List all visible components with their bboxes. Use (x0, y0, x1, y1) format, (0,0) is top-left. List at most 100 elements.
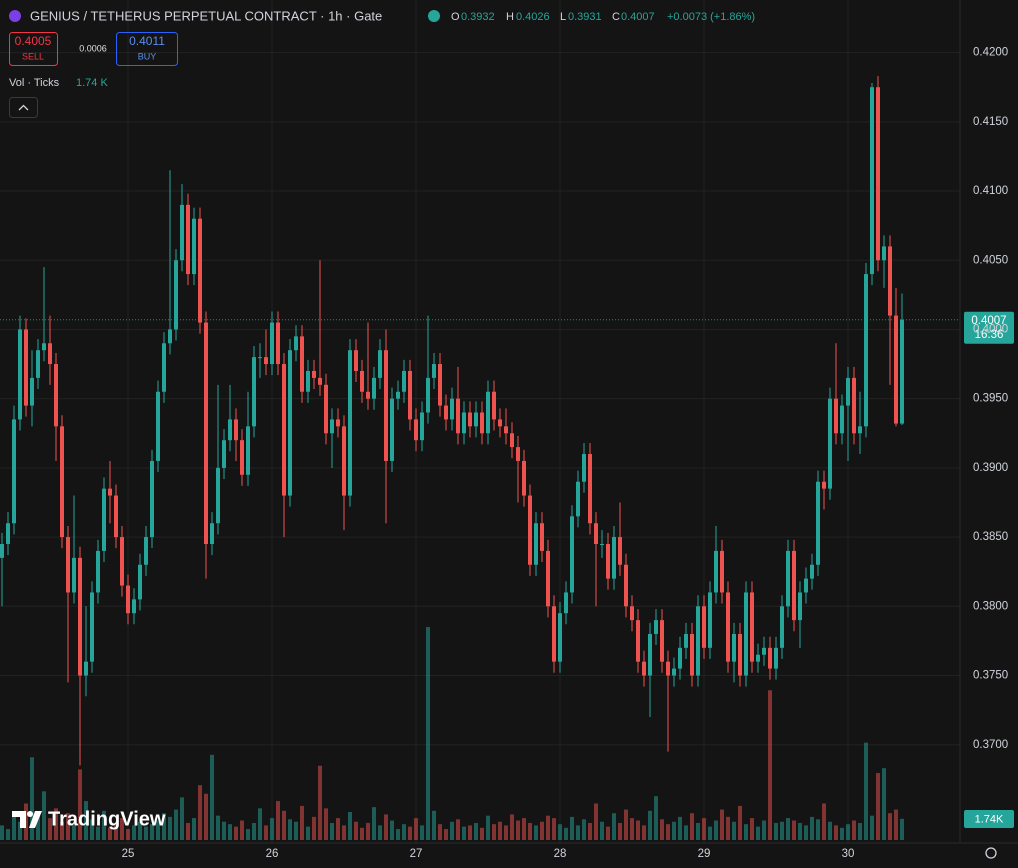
candle-body (42, 343, 46, 351)
candle-body (630, 606, 634, 621)
candle-body (834, 398, 838, 434)
buy-label: BUY (138, 51, 157, 61)
ohlc-key: H (506, 11, 514, 23)
last-price-marker: 0.4007 16:36 (964, 311, 1014, 344)
volume-bar (48, 818, 52, 840)
candle-body (768, 647, 772, 669)
volume-bar (744, 824, 748, 840)
volume-bar (462, 826, 466, 840)
volume-bar (762, 820, 766, 840)
volume-bar (564, 827, 568, 840)
candle-body (330, 419, 334, 434)
candle-body (522, 460, 526, 496)
candle-body (96, 550, 100, 593)
candle-body (36, 350, 40, 378)
candle-body (336, 419, 340, 427)
volume-bar (198, 785, 202, 840)
candle-body (846, 377, 850, 406)
volume-bar (864, 742, 868, 840)
candle-body (876, 87, 880, 261)
volume-bar (294, 821, 298, 840)
volume-bar (534, 825, 538, 840)
volume-bar (252, 822, 256, 840)
volume-bar (804, 825, 808, 840)
candle-body (570, 516, 574, 593)
symbol-icon (9, 10, 21, 22)
volume-bar (390, 820, 394, 840)
candle-body (24, 329, 28, 406)
volume-bar (588, 822, 592, 840)
candle-body (348, 350, 352, 496)
volume-bar (558, 824, 562, 840)
candle-body (342, 426, 346, 496)
volume-bar (240, 820, 244, 840)
ohlc-key: L (560, 11, 566, 23)
volume-bar (618, 822, 622, 840)
candle-body (120, 537, 124, 586)
x-tick-label: 28 (554, 848, 567, 860)
y-tick-label: 0.4050 (973, 254, 1008, 266)
volume-bar (576, 825, 580, 840)
volume-bar (684, 825, 688, 840)
candle-body (888, 246, 892, 316)
volume-bar (882, 768, 886, 840)
volume-bar (624, 809, 628, 840)
volume-bar (582, 819, 586, 840)
volume-bar (900, 818, 904, 840)
last-price-box (964, 311, 1014, 344)
volume-bar (822, 803, 826, 840)
candle-body (648, 633, 652, 676)
volume-bar (360, 827, 364, 840)
tradingview-logo: TradingView (12, 808, 166, 830)
volume-bar (438, 824, 442, 840)
collapse-icon (18, 104, 29, 111)
volume-bar (354, 821, 358, 840)
volume-bar (450, 821, 454, 840)
candle-body (654, 620, 658, 634)
volume-bar (138, 821, 142, 840)
logo-mark (29, 811, 42, 828)
candle-body (72, 557, 76, 593)
volume-bar (18, 821, 22, 840)
buy-button[interactable] (116, 32, 178, 66)
candle-body (60, 426, 64, 538)
candle-body (780, 606, 784, 648)
x-tick-label: 30 (842, 848, 855, 860)
volume-bar (774, 822, 778, 840)
candle-body (486, 391, 490, 434)
collapse-button[interactable] (9, 97, 38, 118)
candle-body (102, 488, 106, 551)
volume-bar (306, 826, 310, 840)
candle-body (288, 350, 292, 496)
candle-body (774, 647, 778, 669)
volume-bar (162, 813, 166, 840)
candle-body (108, 488, 112, 496)
candle-body (606, 544, 610, 579)
candle-body (186, 204, 190, 275)
volume-bar (876, 773, 880, 840)
sell-button[interactable] (9, 32, 58, 66)
symbol-title[interactable]: GENIUS / TETHERUS PERPETUAL CONTRACT · 1… (30, 8, 382, 23)
candle-body (564, 592, 568, 614)
candle-body (246, 426, 250, 475)
candle-body (180, 204, 184, 261)
volume-bar (768, 690, 772, 840)
candle-body (756, 654, 760, 662)
candle-body (372, 377, 376, 399)
candle-body (132, 599, 136, 614)
ohlc-key: O (451, 11, 460, 23)
candle-body (0, 544, 4, 558)
volume-legend-value: 1.74 K (76, 77, 108, 89)
candle-body (696, 606, 700, 676)
volume-bar (96, 826, 100, 840)
candle-body (234, 419, 238, 441)
volume-bar (66, 813, 70, 840)
volume-bar (786, 818, 790, 840)
candle-body (624, 564, 628, 607)
candle-body (444, 405, 448, 420)
volume-bar (366, 822, 370, 840)
volume-bar (816, 819, 820, 840)
volume-bar (636, 820, 640, 840)
y-tick-label: 0.4150 (973, 116, 1008, 128)
settings-icon[interactable] (985, 847, 997, 859)
